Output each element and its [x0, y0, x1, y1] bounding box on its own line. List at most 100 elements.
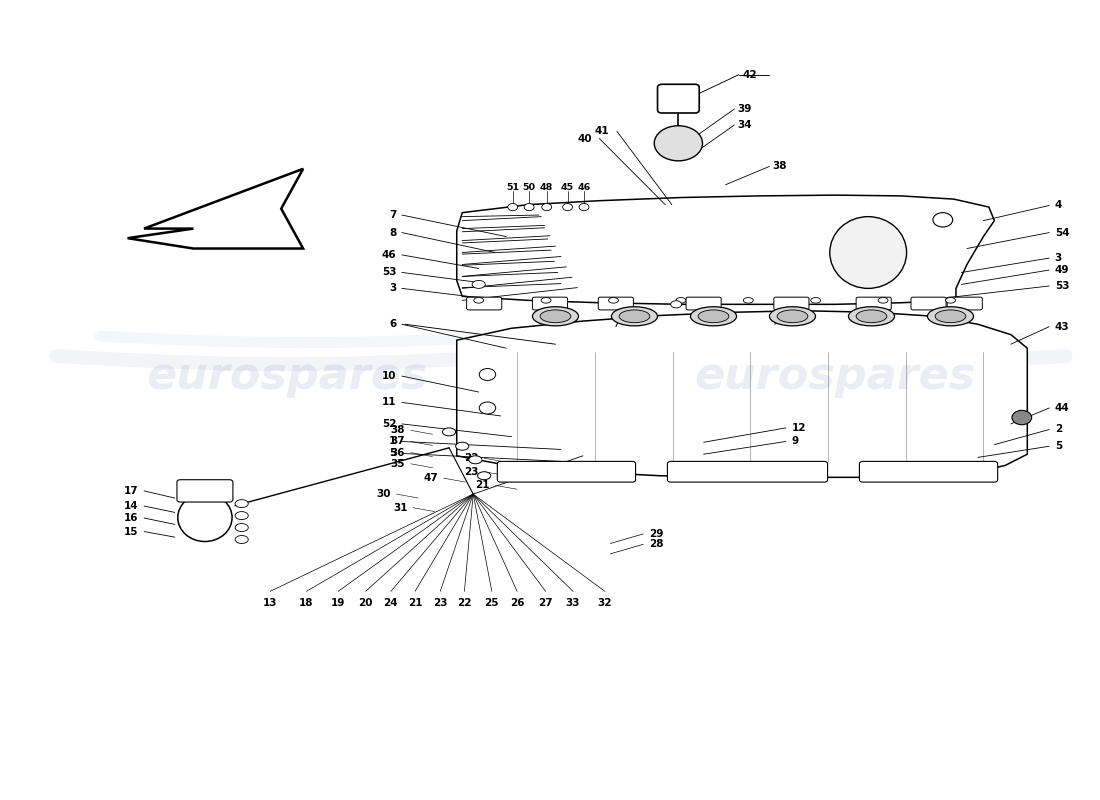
Text: 23: 23: [433, 598, 448, 608]
Text: 8: 8: [389, 227, 396, 238]
Text: 52: 52: [382, 419, 396, 429]
Text: 39: 39: [738, 104, 752, 114]
FancyBboxPatch shape: [859, 462, 998, 482]
Text: 11: 11: [382, 398, 396, 407]
Text: 32: 32: [597, 598, 612, 608]
Ellipse shape: [542, 203, 551, 210]
Text: 3: 3: [1055, 253, 1061, 263]
Ellipse shape: [508, 203, 518, 210]
Text: eurospares: eurospares: [694, 354, 976, 398]
Text: 51: 51: [506, 182, 519, 192]
Text: 47: 47: [424, 473, 438, 483]
Text: 12: 12: [791, 423, 806, 433]
Ellipse shape: [235, 512, 249, 519]
Text: 36: 36: [390, 448, 405, 458]
Text: 21: 21: [475, 480, 490, 490]
Ellipse shape: [612, 306, 658, 326]
Text: 15: 15: [124, 526, 139, 537]
Ellipse shape: [235, 523, 249, 531]
Text: 38: 38: [390, 426, 405, 435]
Text: 25: 25: [485, 598, 499, 608]
Ellipse shape: [878, 298, 888, 303]
Ellipse shape: [856, 310, 887, 322]
Text: 29: 29: [649, 529, 663, 539]
Ellipse shape: [829, 217, 906, 288]
Text: 48: 48: [540, 182, 553, 192]
Ellipse shape: [532, 306, 579, 326]
Ellipse shape: [811, 298, 821, 303]
Text: 21: 21: [408, 598, 422, 608]
Text: 41: 41: [595, 126, 609, 136]
FancyBboxPatch shape: [947, 297, 982, 310]
Text: 37: 37: [390, 437, 405, 446]
Text: 16: 16: [124, 513, 139, 523]
FancyBboxPatch shape: [668, 462, 827, 482]
Text: 2: 2: [1055, 425, 1061, 434]
Text: 46: 46: [382, 250, 396, 260]
Text: 1: 1: [389, 437, 396, 446]
Text: 53: 53: [382, 267, 396, 278]
Text: 24: 24: [384, 598, 398, 608]
Ellipse shape: [769, 306, 815, 326]
Polygon shape: [456, 195, 994, 304]
Text: 26: 26: [509, 598, 525, 608]
Ellipse shape: [927, 306, 974, 326]
Text: 46: 46: [578, 182, 591, 192]
FancyBboxPatch shape: [658, 84, 700, 113]
FancyBboxPatch shape: [497, 462, 636, 482]
Text: 6: 6: [389, 319, 396, 330]
Ellipse shape: [474, 298, 484, 303]
Ellipse shape: [698, 310, 729, 322]
FancyBboxPatch shape: [532, 297, 568, 310]
Ellipse shape: [777, 310, 807, 322]
Ellipse shape: [933, 213, 953, 227]
Ellipse shape: [744, 298, 754, 303]
Text: 50: 50: [522, 182, 536, 192]
Ellipse shape: [671, 301, 682, 308]
FancyBboxPatch shape: [177, 480, 233, 502]
Text: 31: 31: [393, 502, 407, 513]
Ellipse shape: [608, 298, 618, 303]
Ellipse shape: [935, 310, 966, 322]
Text: 14: 14: [124, 501, 139, 511]
Ellipse shape: [675, 298, 685, 303]
Text: 22: 22: [458, 598, 472, 608]
Text: 5: 5: [389, 449, 396, 458]
Text: 40: 40: [578, 134, 592, 143]
Text: 19: 19: [331, 598, 345, 608]
Text: 33: 33: [565, 598, 581, 608]
FancyBboxPatch shape: [773, 297, 808, 310]
Text: eurospares: eurospares: [146, 354, 428, 398]
Ellipse shape: [654, 126, 703, 161]
Text: 18: 18: [299, 598, 314, 608]
Text: 3: 3: [389, 283, 396, 294]
Ellipse shape: [540, 310, 571, 322]
FancyBboxPatch shape: [466, 297, 502, 310]
FancyBboxPatch shape: [911, 297, 946, 310]
Text: 53: 53: [1055, 281, 1069, 291]
Text: 9: 9: [791, 437, 799, 446]
FancyBboxPatch shape: [598, 297, 634, 310]
Text: 49: 49: [1055, 265, 1069, 275]
Text: 54: 54: [1055, 227, 1069, 238]
FancyBboxPatch shape: [686, 297, 722, 310]
Text: 38: 38: [772, 162, 788, 171]
Text: 10: 10: [382, 371, 396, 381]
Polygon shape: [456, 310, 1027, 478]
Text: 23: 23: [464, 466, 478, 477]
Ellipse shape: [946, 298, 956, 303]
Polygon shape: [128, 169, 304, 249]
Ellipse shape: [848, 306, 894, 326]
Ellipse shape: [235, 500, 249, 508]
Text: 30: 30: [376, 489, 390, 499]
Ellipse shape: [472, 281, 485, 288]
Ellipse shape: [477, 472, 491, 480]
Text: 22: 22: [464, 453, 478, 463]
Ellipse shape: [562, 203, 572, 210]
Text: 13: 13: [263, 598, 277, 608]
Text: 43: 43: [1055, 322, 1069, 332]
Ellipse shape: [469, 456, 482, 464]
Ellipse shape: [1012, 410, 1032, 425]
Text: 45: 45: [561, 182, 574, 192]
Text: 27: 27: [538, 598, 553, 608]
